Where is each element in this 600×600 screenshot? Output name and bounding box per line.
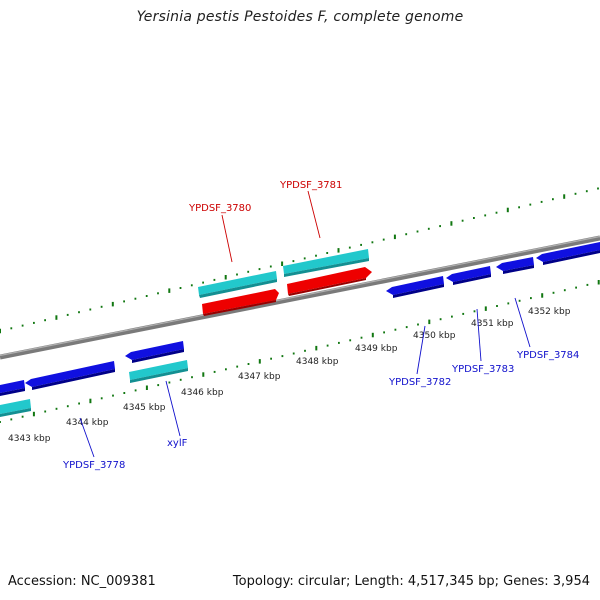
gene-label-xylF[interactable]: xylF <box>167 438 188 449</box>
genome-summary-text: Topology: circular; Length: 4,517,345 bp… <box>232 574 590 589</box>
tick-label: 4345 kbp <box>123 403 166 413</box>
tick-label: 4348 kbp <box>296 357 339 367</box>
accession-text: Accession: NC_009381 <box>8 574 156 589</box>
tick-label: 4350 kbp <box>413 331 456 341</box>
genome-backbone-highlight <box>0 235 600 357</box>
cds-YPDSF_3781[interactable] <box>287 267 372 296</box>
cds-YPDSF_3784a[interactable] <box>496 257 534 274</box>
gene-label-YPDSF_3778[interactable]: YPDSF_3778 <box>62 460 125 471</box>
gene-label-YPDSF_3784[interactable]: YPDSF_3784 <box>516 350 579 361</box>
tick-label: 4344 kbp <box>66 418 109 428</box>
tick-label: 4343 kbp <box>8 434 51 444</box>
genome-backbone <box>0 235 600 360</box>
cds-YPDSF_3782[interactable] <box>386 276 444 298</box>
tick-label: 4352 kbp <box>528 307 571 317</box>
tick-label: 4346 kbp <box>181 388 224 398</box>
gene-label-YPDSF_3781[interactable]: YPDSF_3781 <box>279 180 342 191</box>
outer-tick-track <box>0 187 599 334</box>
cds-YPDSF_3780[interactable] <box>202 289 279 316</box>
tick-labels: 4343 kbp 4344 kbp 4345 kbp 4346 kbp 4347… <box>8 307 571 444</box>
gene-label-YPDSF_3783[interactable]: YPDSF_3783 <box>451 364 514 375</box>
cds-YPDSF_3783[interactable] <box>446 266 491 285</box>
tick-label: 4349 kbp <box>355 344 398 354</box>
map-title: Yersinia pestis Pestoides F, complete ge… <box>136 9 464 25</box>
inner-tick-track <box>0 280 600 423</box>
tick-label: 4351 kbp <box>471 319 514 329</box>
cds-YPDSF_3777[interactable] <box>0 380 25 396</box>
feature-xylF[interactable] <box>129 360 188 383</box>
feature-YPDSF_3780[interactable] <box>198 271 277 298</box>
gene-label-YPDSF_3782[interactable]: YPDSF_3782 <box>388 377 451 388</box>
cds-YPDSF_3778[interactable] <box>25 361 115 390</box>
gene-label-YPDSF_3780[interactable]: YPDSF_3780 <box>188 203 251 214</box>
feature-YPDSF_3777[interactable] <box>0 399 31 417</box>
cds-YPDSF_3784b[interactable] <box>536 242 600 265</box>
tick-label: 4347 kbp <box>238 372 281 382</box>
leader-lines <box>79 190 531 458</box>
cds-xylF-upstream[interactable] <box>125 341 184 363</box>
feature-YPDSF_3781[interactable] <box>283 249 369 277</box>
